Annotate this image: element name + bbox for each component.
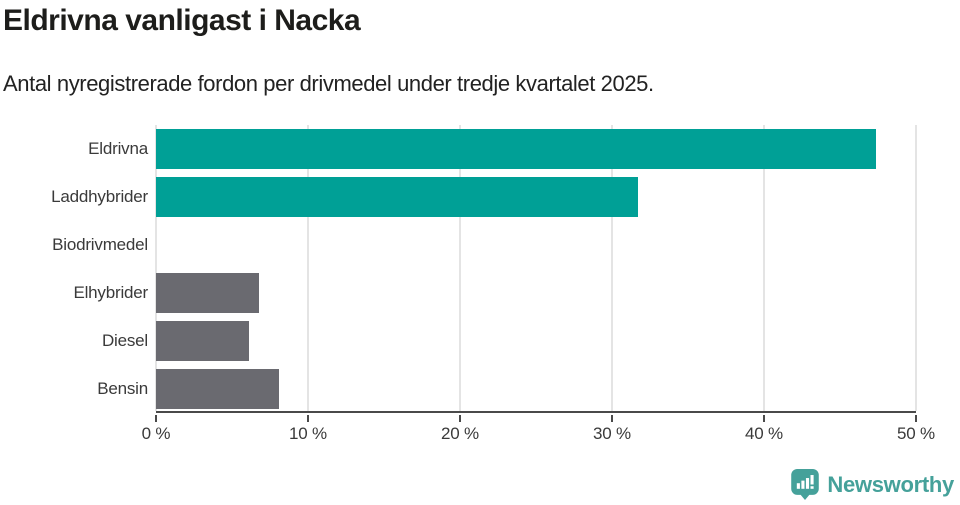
chart-title: Eldrivna vanligast i Nacka	[3, 4, 361, 37]
bar-row	[156, 125, 916, 173]
category-label-column: Eldrivna Laddhybrider Biodrivmedel Elhybrid…	[0, 125, 148, 413]
newsworthy-chart-bubble-icon	[791, 469, 820, 500]
tick-label: 20 %	[441, 424, 479, 443]
bar-chart: Eldrivna Laddhybrider Biodrivmedel Elhybrid…	[0, 125, 960, 445]
bar-row	[156, 365, 916, 413]
gridline	[459, 125, 461, 411]
bar	[156, 273, 260, 313]
tick-label: 50 %	[897, 424, 935, 443]
bar	[156, 369, 280, 409]
newsworthy-wordmark: Newsworthy	[827, 471, 954, 497]
category-label: Elhybrider	[73, 283, 148, 302]
axis-tick	[763, 415, 765, 422]
gridline	[155, 125, 157, 411]
axis-tick	[155, 415, 157, 422]
tick-label: 40 %	[745, 424, 783, 443]
category-label: Eldrivna	[88, 139, 148, 158]
tick-label: 0 %	[141, 424, 171, 443]
axis-tick	[611, 415, 613, 422]
axis-tick	[307, 415, 309, 422]
bar-row	[156, 173, 916, 221]
bar-row	[156, 317, 916, 365]
plot-area	[155, 125, 917, 413]
category-label: Bensin	[97, 379, 148, 398]
bar	[156, 321, 249, 361]
bar-row	[156, 269, 916, 317]
newsworthy-logo: Newsworthy	[791, 469, 954, 500]
gridline	[915, 125, 917, 411]
axis-tick	[915, 415, 917, 422]
axis-tick	[459, 415, 461, 422]
bar	[156, 177, 638, 217]
gridline	[763, 125, 765, 411]
tick-label: 30 %	[593, 424, 631, 443]
category-label: Biodrivmedel	[52, 235, 148, 254]
category-label: Laddhybrider	[51, 187, 148, 206]
gridline	[611, 125, 613, 411]
bar-row	[156, 221, 916, 269]
chart-subtitle: Antal nyregistrerade fordon per drivmede…	[3, 71, 654, 96]
tick-label: 10 %	[289, 424, 327, 443]
gridline	[307, 125, 309, 411]
bar	[156, 129, 877, 169]
category-label: Diesel	[101, 331, 148, 350]
